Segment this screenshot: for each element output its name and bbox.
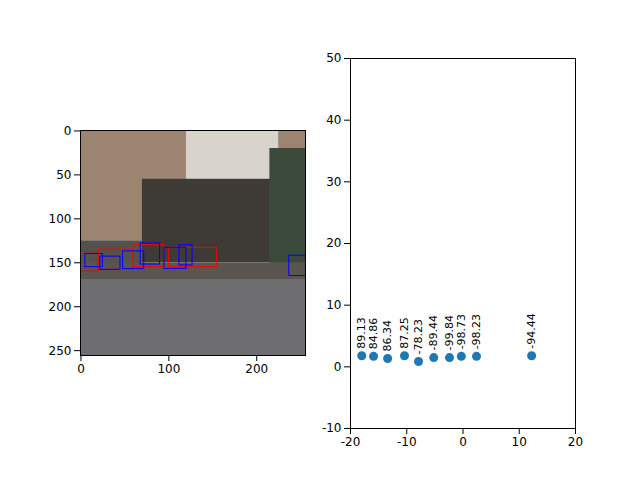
- svg-text:10: 10: [512, 435, 527, 449]
- svg-text:40: 40: [326, 113, 341, 127]
- svg-text:200: 200: [245, 362, 268, 376]
- svg-text:30: 30: [326, 175, 341, 189]
- svg-text:-89.44: -89.44: [427, 315, 440, 350]
- svg-text:50: 50: [56, 168, 71, 182]
- svg-text:0: 0: [64, 124, 72, 138]
- svg-text:-99.84: -99.84: [443, 315, 456, 351]
- svg-text:-98.73: -98.73: [455, 314, 468, 349]
- svg-text:-98.23: -98.23: [470, 314, 483, 349]
- svg-text:150: 150: [49, 256, 72, 270]
- svg-text:20: 20: [568, 435, 583, 449]
- svg-text:-94.44: -94.44: [525, 313, 538, 348]
- svg-text:-20: -20: [341, 435, 361, 449]
- svg-text:250: 250: [49, 344, 72, 358]
- svg-text:-10: -10: [397, 435, 417, 449]
- svg-text:84.86: 84.86: [367, 318, 380, 350]
- svg-text:0: 0: [77, 362, 85, 376]
- svg-text:-78.23: -78.23: [412, 319, 425, 354]
- svg-text:50: 50: [326, 51, 341, 65]
- svg-text:20: 20: [326, 236, 341, 250]
- svg-text:100: 100: [49, 212, 72, 226]
- svg-text:86.34: 86.34: [381, 320, 394, 352]
- svg-text:100: 100: [157, 362, 180, 376]
- svg-text:10: 10: [326, 298, 341, 312]
- svg-text:0: 0: [459, 435, 467, 449]
- svg-text:-10: -10: [322, 421, 342, 435]
- svg-text:0: 0: [334, 360, 342, 374]
- svg-text:89.13: 89.13: [355, 317, 369, 349]
- svg-text:200: 200: [49, 300, 72, 314]
- svg-text:87.25: 87.25: [398, 317, 411, 349]
